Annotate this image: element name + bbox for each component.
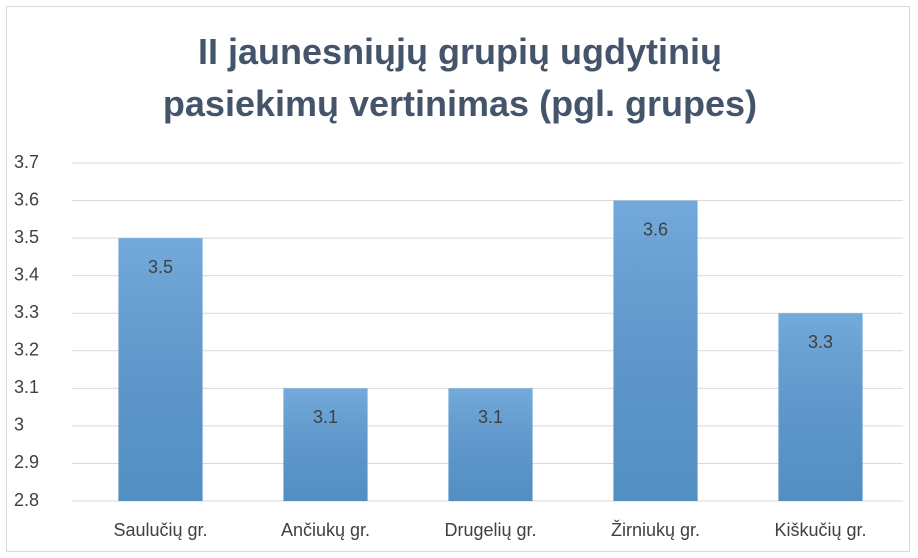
chart-frame [6, 6, 910, 552]
bar-sheen [283, 388, 368, 501]
x-tick-label: Drugelių gr. [444, 520, 536, 540]
data-label: 3.3 [808, 332, 833, 352]
y-tick-label: 3.2 [14, 340, 39, 360]
y-tick-label: 3 [14, 415, 24, 435]
data-label: 3.6 [643, 219, 668, 239]
data-label: 3.5 [148, 257, 173, 277]
y-tick-label: 3.7 [14, 152, 39, 172]
data-label: 3.1 [478, 407, 503, 427]
y-tick-label: 2.9 [14, 452, 39, 472]
x-tick-label: Ančiukų gr. [281, 520, 370, 540]
bar-sheen [778, 313, 863, 501]
chart-title: II jaunesniųjų grupių ugdytinių pasiekim… [162, 31, 758, 124]
y-tick-label: 3.1 [14, 377, 39, 397]
y-tick-label: 3.3 [14, 302, 39, 322]
x-tick-label: Saulučių gr. [113, 520, 207, 540]
data-label: 3.1 [313, 407, 338, 427]
bar-sheen [613, 200, 698, 502]
y-tick-label: 3.6 [14, 189, 39, 209]
x-tick-label: Kiškučių gr. [774, 520, 866, 540]
y-tick-label: 3.4 [14, 264, 39, 284]
bar-sheen [448, 388, 533, 501]
x-tick-label: Žirniukų gr. [611, 520, 700, 540]
bar-sheen [118, 238, 203, 501]
y-tick-label: 3.5 [14, 227, 39, 247]
y-tick-label: 2.8 [14, 490, 39, 510]
